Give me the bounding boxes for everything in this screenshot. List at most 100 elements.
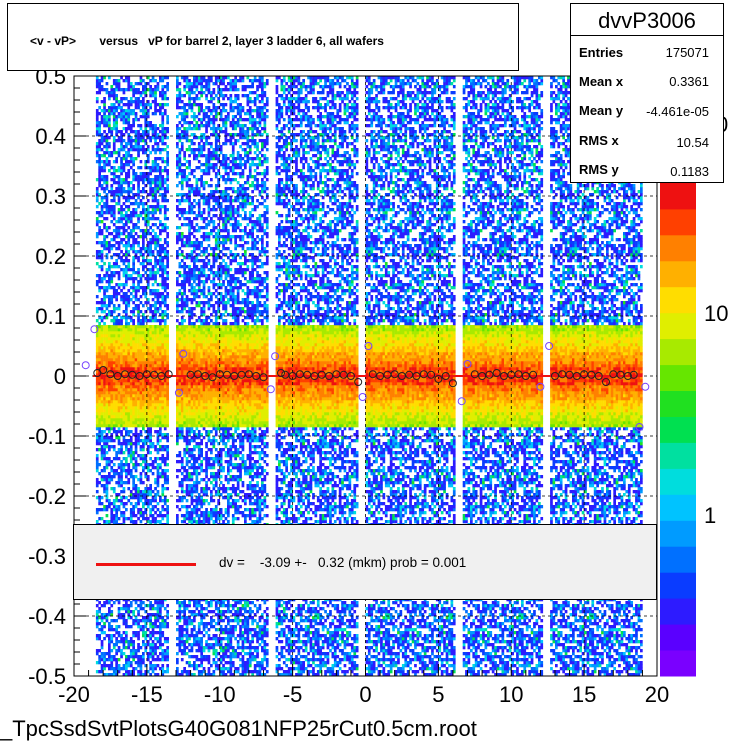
heatmap-cell	[159, 355, 162, 358]
heatmap-cell	[159, 157, 162, 160]
heatmap-cell	[125, 418, 128, 421]
heatmap-cell	[144, 343, 147, 346]
heatmap-cell	[123, 178, 126, 181]
heatmap-cell	[96, 661, 99, 664]
heatmap-cell	[137, 316, 140, 319]
heatmap-cell	[188, 397, 191, 400]
heatmap-cell	[188, 358, 191, 361]
heatmap-cell	[132, 418, 135, 421]
heatmap-cell	[98, 400, 101, 403]
heatmap-cell	[161, 391, 164, 394]
heatmap-cell	[183, 136, 186, 139]
heatmap-cell	[142, 355, 145, 358]
heatmap-cell	[127, 424, 130, 427]
heatmap-cell	[132, 667, 135, 670]
heatmap-cell	[101, 394, 104, 397]
heatmap-cell	[154, 412, 157, 415]
heatmap-cell	[179, 604, 182, 607]
heatmap-cell	[176, 226, 179, 229]
heatmap-cell	[188, 424, 191, 427]
heatmap-cell	[157, 187, 160, 190]
heatmap-cell	[181, 385, 184, 388]
heatmap-cell	[186, 280, 189, 283]
heatmap-cell	[181, 304, 184, 307]
heatmap-cell	[101, 259, 104, 262]
heatmap-cell	[181, 196, 184, 199]
heatmap-cell	[135, 364, 138, 367]
heatmap-cell	[127, 328, 130, 331]
heatmap-cell	[108, 520, 111, 523]
heatmap-cell	[132, 319, 135, 322]
heatmap-cell	[115, 85, 118, 88]
heatmap-cell	[125, 352, 128, 355]
heatmap-cell	[110, 187, 113, 190]
heatmap-cell	[101, 301, 104, 304]
heatmap-cell	[152, 415, 155, 418]
heatmap-cell	[130, 409, 133, 412]
heatmap-cell	[183, 94, 186, 97]
heatmap-cell	[159, 328, 162, 331]
heatmap-cell	[137, 442, 140, 445]
heatmap-cell	[115, 643, 118, 646]
heatmap-cell	[191, 307, 194, 310]
heatmap-cell	[176, 166, 179, 169]
heatmap-cell	[161, 301, 164, 304]
heatmap-cell	[110, 610, 113, 613]
heatmap-cell	[149, 421, 152, 424]
heatmap-cell	[186, 448, 189, 451]
heatmap-cell	[110, 424, 113, 427]
heatmap-cell	[188, 145, 191, 148]
heatmap-cell	[120, 496, 123, 499]
heatmap-cell	[144, 385, 147, 388]
heatmap-cell	[142, 88, 145, 91]
heatmap-cell	[144, 361, 147, 364]
heatmap-cell	[125, 250, 128, 253]
heatmap-cell	[149, 268, 152, 271]
heatmap-cell	[186, 295, 189, 298]
heatmap-cell	[113, 328, 116, 331]
heatmap-cell	[98, 172, 101, 175]
heatmap-cell	[159, 418, 162, 421]
heatmap-cell	[176, 409, 179, 412]
heatmap-cell	[118, 286, 121, 289]
heatmap-cell	[161, 475, 164, 478]
heatmap-cell	[181, 640, 184, 643]
heatmap-cell	[120, 364, 123, 367]
heatmap-cell	[176, 412, 179, 415]
heatmap-cell	[191, 508, 194, 511]
heatmap-cell	[154, 631, 157, 634]
heatmap-cell	[108, 643, 111, 646]
heatmap-cell	[147, 379, 150, 382]
heatmap-cell	[135, 226, 138, 229]
heatmap-cell	[103, 304, 106, 307]
heatmap-cell	[183, 352, 186, 355]
heatmap-cell	[147, 361, 150, 364]
heatmap-cell	[191, 379, 194, 382]
heatmap-cell	[118, 343, 121, 346]
heatmap-cell	[96, 388, 99, 391]
heatmap-cell	[176, 637, 179, 640]
heatmap-cell	[140, 82, 143, 85]
heatmap-cell	[125, 97, 128, 100]
heatmap-cell	[135, 337, 138, 340]
heatmap-cell	[152, 127, 155, 130]
heatmap-cell	[125, 334, 128, 337]
heatmap-cell	[96, 610, 99, 613]
heatmap-cell	[132, 208, 135, 211]
heatmap-cell	[149, 412, 152, 415]
heatmap-cell	[152, 367, 155, 370]
heatmap-cell	[101, 439, 104, 442]
heatmap-cell	[120, 88, 123, 91]
heatmap-cell	[164, 214, 167, 217]
heatmap-cell	[191, 655, 194, 658]
heatmap-cell	[96, 490, 99, 493]
heatmap-cell	[110, 358, 113, 361]
heatmap-cell	[191, 121, 194, 124]
heatmap-cell	[103, 334, 106, 337]
heatmap-cell	[123, 355, 126, 358]
heatmap-cell	[137, 193, 140, 196]
heatmap-cell	[157, 475, 160, 478]
heatmap-cell	[120, 283, 123, 286]
heatmap-cell	[149, 508, 152, 511]
heatmap-cell	[159, 637, 162, 640]
